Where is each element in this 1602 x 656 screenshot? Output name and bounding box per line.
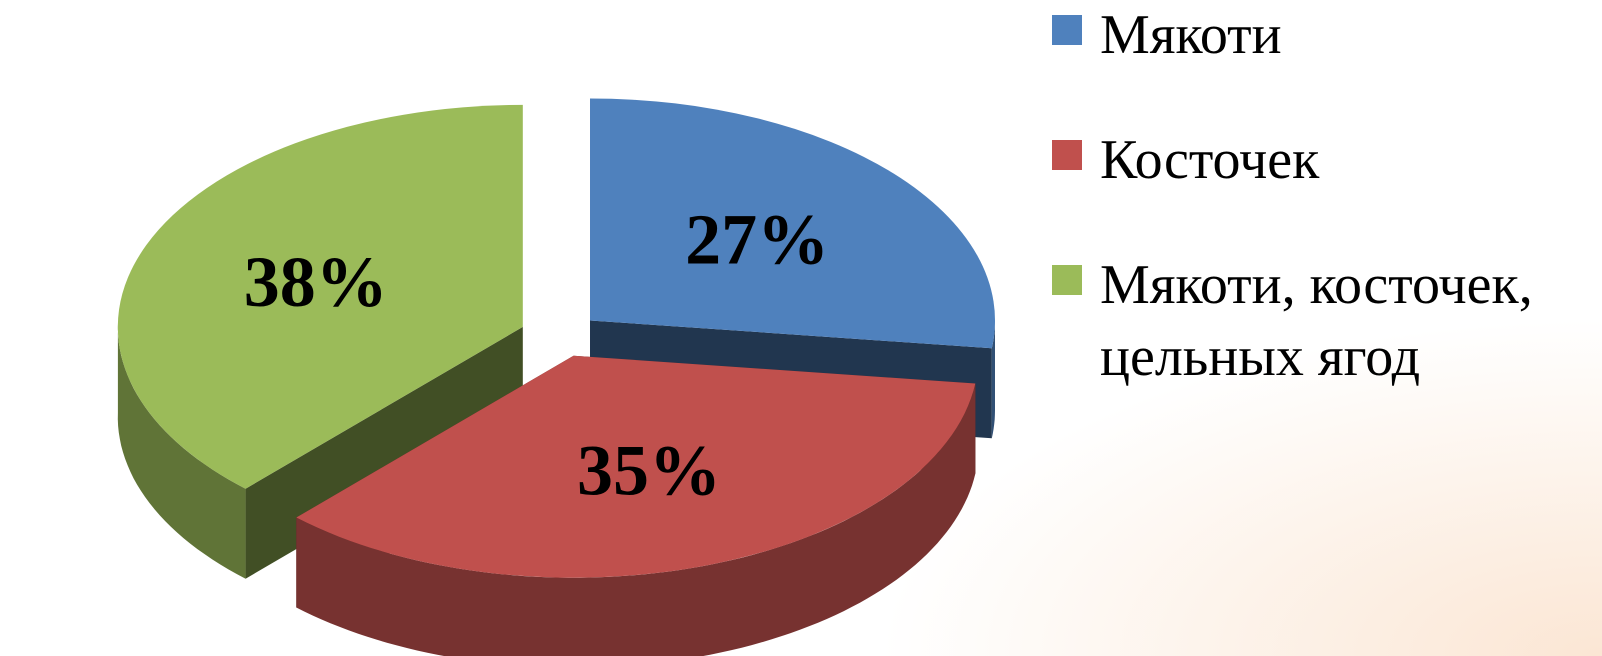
legend-label-0: Мякоти [1100,4,1282,66]
green-slice-top [117,104,523,489]
legend-item-2: Мякоти, косточек, цельных ягод [1052,254,1533,388]
blue-slice-top [590,98,996,349]
legend-item-1: Косточек [1052,129,1320,191]
pie-slices [117,98,996,656]
legend-item-0: Мякоти [1052,4,1282,66]
legend-label-1: Косточек [1100,129,1320,191]
legend-swatch-0 [1052,15,1082,45]
legend-swatch-2 [1052,265,1082,295]
pie-slice-1 [296,355,976,656]
data-label-2: 38% [244,242,388,322]
legend: Мякоти Косточек Мякоти, косточек, цельных я… [1052,4,1533,388]
red-slice-top [296,355,976,578]
green-slice-outer-wall [117,322,246,579]
data-label-1: 35% [577,431,721,511]
blue-slice-outer-wall [991,320,995,439]
pie-data-labels: 27% 35% 38% [244,200,829,511]
red-slice-outer-wall [296,383,976,656]
legend-swatch-1 [1052,140,1082,170]
data-label-0: 27% [685,200,829,280]
legend-label-2-line-0: Мякоти, косточек, [1100,254,1533,316]
legend-label-2-line-1: цельных ягод [1100,326,1420,388]
